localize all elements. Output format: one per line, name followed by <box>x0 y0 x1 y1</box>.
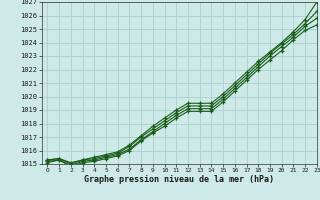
X-axis label: Graphe pression niveau de la mer (hPa): Graphe pression niveau de la mer (hPa) <box>84 175 274 184</box>
